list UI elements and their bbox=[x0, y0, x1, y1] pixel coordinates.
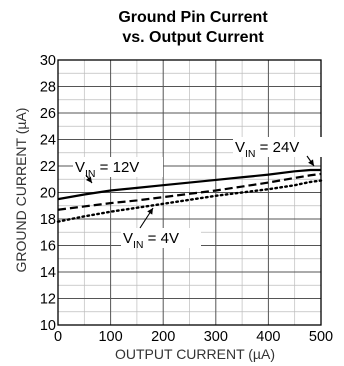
y-tick-label: 14 bbox=[40, 265, 56, 281]
x-tick-label: 200 bbox=[151, 329, 175, 345]
label-rest: = 24V bbox=[256, 139, 300, 156]
label-arrowhead bbox=[86, 176, 92, 183]
label-arrowhead bbox=[308, 159, 314, 166]
y-tick-label: 22 bbox=[40, 159, 56, 175]
x-tick-label: 100 bbox=[98, 329, 122, 345]
x-tick-label: 0 bbox=[54, 329, 62, 345]
y-tick-label: 24 bbox=[40, 133, 56, 149]
series-layer bbox=[56, 168, 323, 223]
y-tick-label: 12 bbox=[40, 292, 56, 308]
y-tick-label: 28 bbox=[40, 80, 56, 96]
tick-label-layer: 0 100 200 300 400 500 10 12 14 16 18 20 22 24 26 28 30 bbox=[40, 53, 333, 345]
series-line-12v bbox=[57, 172, 322, 211]
label-text: VIN = 4V bbox=[123, 230, 179, 251]
label-subscript: IN bbox=[245, 148, 256, 160]
y-tick-label: 18 bbox=[40, 212, 56, 228]
label-subscript: IN bbox=[85, 168, 96, 180]
label-main: V bbox=[123, 230, 133, 247]
series-label-4v: VIN = 4V bbox=[121, 207, 201, 251]
label-main: V bbox=[235, 139, 245, 156]
label-subscript: IN bbox=[133, 239, 144, 251]
chart-title-line-2: vs. Output Current bbox=[122, 29, 264, 46]
label-background bbox=[233, 137, 322, 157]
x-tick-label: 300 bbox=[204, 329, 228, 345]
y-tick-label: 10 bbox=[40, 318, 56, 334]
label-text: VIN = 12V bbox=[75, 159, 139, 180]
series-label-12v: VIN = 12V bbox=[73, 157, 163, 184]
chart-title-line-1: Ground Pin Current bbox=[118, 9, 268, 26]
y-tick-label: 26 bbox=[40, 106, 56, 122]
label-background bbox=[121, 228, 201, 248]
x-tick-label: 500 bbox=[309, 329, 333, 345]
label-rest: = 12V bbox=[96, 159, 140, 176]
series-line-4v bbox=[56, 179, 323, 223]
y-tick-label: 30 bbox=[40, 53, 56, 69]
y-tick-label: 20 bbox=[40, 186, 56, 202]
x-tick-label: 400 bbox=[256, 329, 280, 345]
label-background bbox=[73, 157, 163, 177]
y-tick-label: 16 bbox=[40, 239, 56, 255]
x-axis-title: OUTPUT CURRENT (µA) bbox=[115, 346, 275, 362]
series-label-24v: VIN = 24V bbox=[233, 137, 322, 167]
series-line-24v bbox=[57, 168, 321, 201]
label-rest: = 4V bbox=[144, 230, 179, 247]
plot-frame bbox=[57, 59, 322, 326]
label-arrowhead bbox=[147, 208, 153, 215]
y-axis-title: GROUND CURRENT (µA) bbox=[13, 108, 29, 273]
label-main: V bbox=[75, 159, 85, 176]
label-text: VIN = 24V bbox=[235, 139, 299, 160]
